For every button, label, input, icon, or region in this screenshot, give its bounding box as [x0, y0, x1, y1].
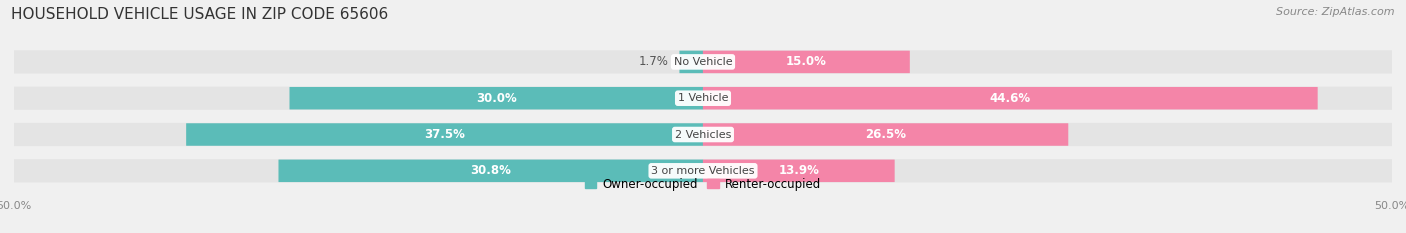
- FancyBboxPatch shape: [14, 87, 1392, 110]
- FancyBboxPatch shape: [703, 51, 910, 73]
- Text: HOUSEHOLD VEHICLE USAGE IN ZIP CODE 65606: HOUSEHOLD VEHICLE USAGE IN ZIP CODE 6560…: [11, 7, 388, 22]
- Text: 30.0%: 30.0%: [477, 92, 516, 105]
- Text: 3 or more Vehicles: 3 or more Vehicles: [651, 166, 755, 176]
- Text: 26.5%: 26.5%: [865, 128, 905, 141]
- Text: 15.0%: 15.0%: [786, 55, 827, 69]
- Text: 44.6%: 44.6%: [990, 92, 1031, 105]
- FancyBboxPatch shape: [703, 160, 894, 182]
- FancyBboxPatch shape: [703, 87, 1317, 110]
- Text: 13.9%: 13.9%: [779, 164, 820, 177]
- FancyBboxPatch shape: [14, 50, 1392, 74]
- Text: 37.5%: 37.5%: [425, 128, 465, 141]
- Text: No Vehicle: No Vehicle: [673, 57, 733, 67]
- FancyBboxPatch shape: [186, 123, 703, 146]
- FancyBboxPatch shape: [278, 160, 703, 182]
- Text: Source: ZipAtlas.com: Source: ZipAtlas.com: [1277, 7, 1395, 17]
- Text: 2 Vehicles: 2 Vehicles: [675, 130, 731, 140]
- FancyBboxPatch shape: [290, 87, 703, 110]
- Legend: Owner-occupied, Renter-occupied: Owner-occupied, Renter-occupied: [579, 173, 827, 195]
- Text: 30.8%: 30.8%: [471, 164, 512, 177]
- FancyBboxPatch shape: [679, 51, 703, 73]
- Text: 1.7%: 1.7%: [638, 55, 669, 69]
- FancyBboxPatch shape: [14, 159, 1392, 182]
- Text: 1 Vehicle: 1 Vehicle: [678, 93, 728, 103]
- FancyBboxPatch shape: [703, 123, 1069, 146]
- FancyBboxPatch shape: [14, 123, 1392, 146]
